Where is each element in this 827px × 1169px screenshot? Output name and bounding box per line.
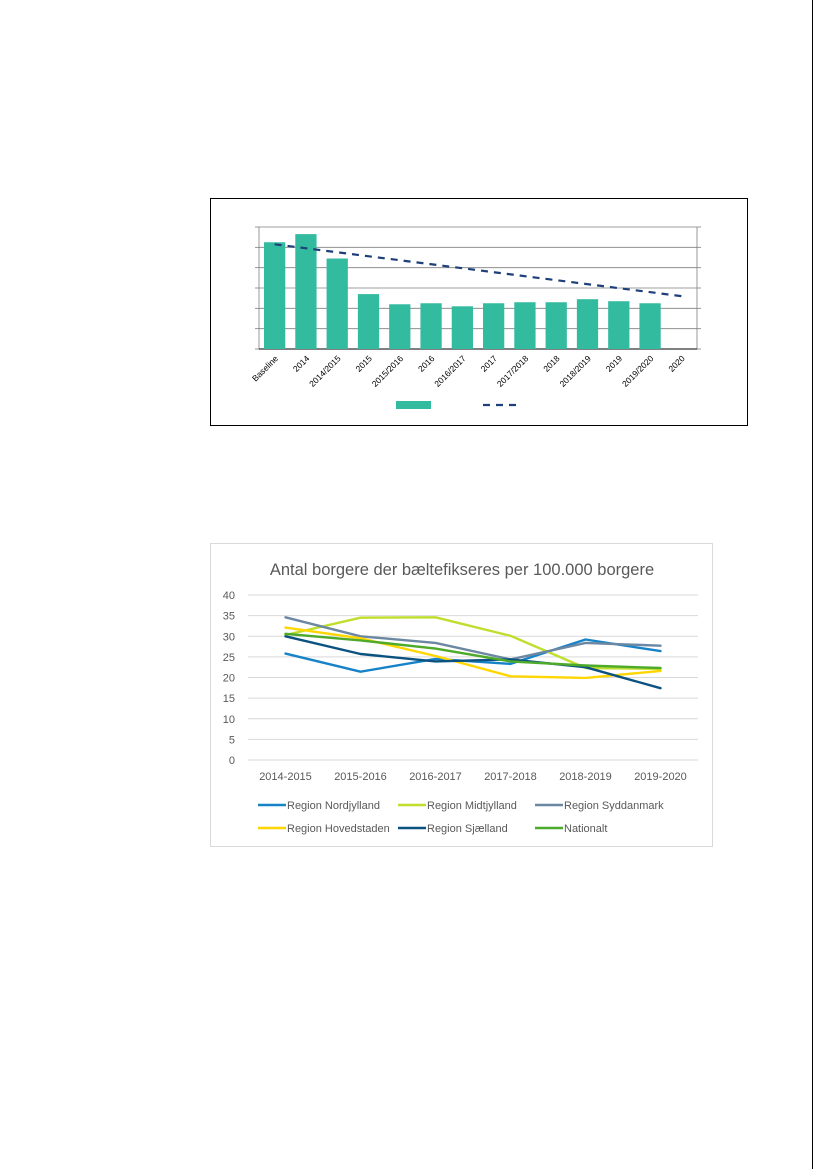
bar	[639, 303, 661, 349]
bar	[389, 304, 411, 349]
x-tick-label: 2017	[479, 353, 500, 374]
x-tick-label: 2015-2016	[334, 771, 387, 783]
x-tick-label: 2015/2016	[370, 353, 406, 389]
x-tick-label: 2018-2019	[559, 771, 612, 783]
line-chart-svg: Antal borgere der bæltefikseres per 100.…	[223, 561, 698, 835]
y-tick-label: 15	[223, 693, 235, 705]
bar	[608, 301, 630, 349]
x-tick-label: 2017/2018	[495, 353, 531, 389]
y-tick-label: 10	[223, 714, 235, 726]
bar	[264, 242, 286, 349]
trend-bar-chart: Baseline 2014 2014/2015 2015 2015/2016 2016 20…	[210, 198, 748, 426]
x-tick-label: 2015	[353, 353, 374, 374]
legend-label: Region Hovedstaden	[287, 823, 390, 835]
bar	[451, 306, 473, 349]
y-tick-label: 40	[223, 590, 235, 602]
x-tick-label: 2016-2017	[409, 771, 462, 783]
x-tick-label: 2020	[666, 353, 687, 374]
y-tick-label: 35	[223, 611, 235, 623]
bar	[295, 234, 317, 349]
bar	[545, 302, 567, 349]
series-line	[284, 616, 662, 661]
x-tick-label: 2017-2018	[484, 771, 537, 783]
y-tick-label: 25	[223, 652, 235, 664]
bar	[514, 302, 536, 349]
x-tick-label: 2014/2015	[307, 353, 343, 389]
x-tick-label: 2016	[416, 353, 437, 374]
y-tick-label: 0	[229, 755, 235, 767]
y-tick-label: 30	[223, 631, 235, 643]
legend-label: Region Midtjylland	[427, 800, 517, 812]
y-tick-label: 5	[229, 734, 235, 746]
series-line	[284, 626, 662, 680]
legend-label: Nationalt	[564, 823, 607, 835]
regional-line-chart: Antal borgere der bæltefikseres per 100.…	[210, 543, 713, 847]
x-tick-label: 2018/2019	[557, 353, 593, 389]
series-line	[284, 616, 662, 670]
legend-label: Region Syddanmark	[564, 800, 664, 812]
legend-bar-swatch	[396, 401, 431, 409]
bar	[326, 258, 348, 349]
x-tick-label: 2016/2017	[432, 353, 468, 389]
bar	[576, 299, 599, 349]
x-tick-label: Baseline	[250, 353, 280, 383]
bar	[420, 303, 442, 349]
x-tick-label: 2018	[541, 353, 562, 374]
target-trend-line	[274, 243, 682, 298]
series-line	[284, 632, 662, 670]
x-tick-label: 2014	[291, 353, 312, 374]
x-tick-label: 2019-2020	[634, 771, 687, 783]
y-tick-label: 20	[223, 673, 235, 685]
page-margin-rule	[812, 0, 813, 1169]
x-tick-label: 2014-2015	[259, 771, 312, 783]
legend-label: Region Nordjylland	[287, 800, 380, 812]
series-line	[284, 635, 662, 690]
chart-title: Antal borgere der bæltefikseres per 100.…	[270, 561, 654, 579]
x-tick-label: 2019/2020	[620, 353, 656, 389]
bar	[357, 294, 380, 349]
bar	[483, 303, 505, 349]
legend-label: Region Sjælland	[427, 823, 508, 835]
x-tick-label: 2019	[604, 353, 625, 374]
